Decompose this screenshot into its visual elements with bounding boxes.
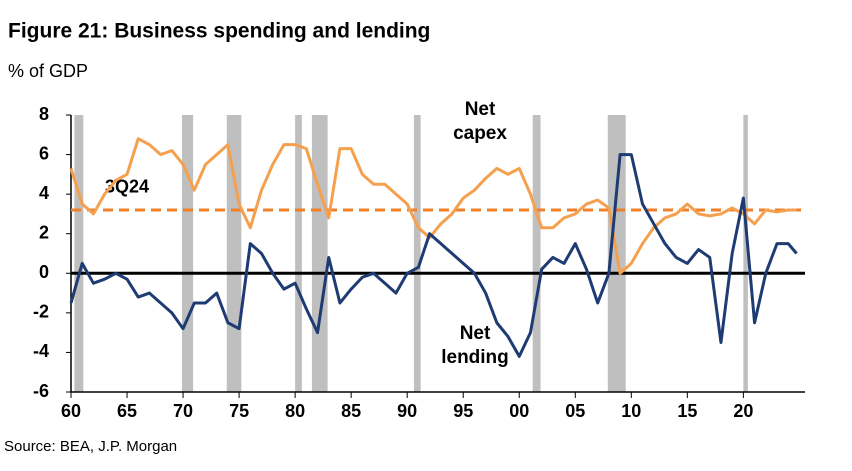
series-line	[69, 137, 797, 275]
y-tick-label: 0	[39, 262, 49, 282]
y-tick-label: -2	[33, 302, 49, 322]
x-tick-label: 20	[733, 401, 753, 421]
x-tick-label: 65	[117, 401, 137, 421]
x-tick-label: 15	[677, 401, 697, 421]
recession-band	[74, 115, 84, 392]
series-line	[69, 153, 798, 358]
x-tick-label: 00	[509, 401, 529, 421]
x-tick-label: 75	[229, 401, 249, 421]
x-tick-label: 05	[565, 401, 585, 421]
y-tick-label: 4	[39, 183, 49, 203]
subtitle: % of GDP	[8, 61, 88, 81]
y-tick-label: -6	[33, 381, 49, 401]
x-tick-label: 10	[621, 401, 641, 421]
recession-band	[413, 115, 421, 392]
series-annotation: Net capex	[453, 99, 507, 144]
series-annotation: Net lending	[441, 323, 509, 368]
recession-band	[295, 115, 302, 392]
x-tick-label: 80	[285, 401, 305, 421]
recession-band	[181, 115, 194, 392]
source: Source: BEA, J.P. Morgan	[4, 438, 177, 455]
recession-band	[743, 115, 748, 392]
x-tick-label: 60	[61, 401, 81, 421]
x-tick-label: 95	[453, 401, 473, 421]
y-tick-label: 6	[39, 143, 49, 163]
x-tick-label: 70	[173, 401, 193, 421]
recession-band	[532, 115, 541, 392]
y-tick-label: -4	[33, 341, 49, 361]
recession-band	[311, 115, 328, 392]
y-tick-label: 2	[39, 222, 49, 242]
x-tick-label: 85	[341, 401, 361, 421]
y-tick-label: 8	[39, 104, 49, 124]
chart-title: Figure 21: Business spending and lending	[8, 20, 430, 43]
x-tick-label: 90	[397, 401, 417, 421]
